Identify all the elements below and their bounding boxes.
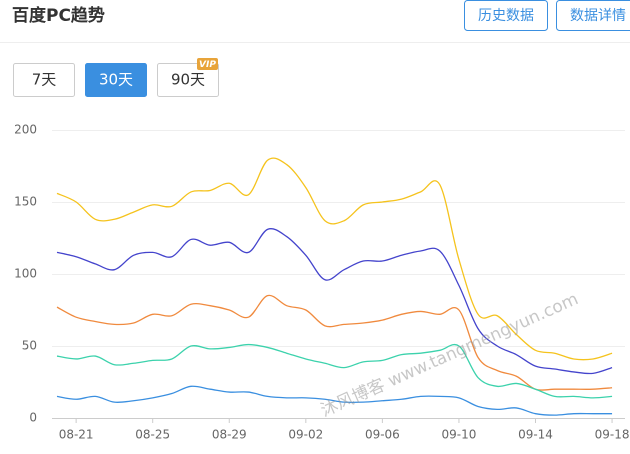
x-tick-label: 09-06 <box>365 428 400 442</box>
range-tab-label[interactable]: 90天 <box>171 71 205 89</box>
x-tick-label: 08-21 <box>59 428 94 442</box>
range-tab-label[interactable]: 7天 <box>32 71 57 89</box>
x-tick-label: 09-02 <box>288 428 323 442</box>
x-tick-label: 09-10 <box>442 428 477 442</box>
vip-badge-label: VIP <box>199 60 216 70</box>
x-tick-label: 09-18 <box>595 428 630 442</box>
y-tick-label: 100 <box>14 267 37 281</box>
x-tick-label: 08-29 <box>212 428 247 442</box>
history-button-label[interactable]: 历史数据 <box>478 8 534 24</box>
page-title: 百度PC趋势 <box>12 5 105 26</box>
x-tick-label: 09-14 <box>518 428 553 442</box>
trend-line <box>57 229 612 374</box>
detail-button-label[interactable]: 数据详情 <box>570 8 626 24</box>
x-tick-label: 08-25 <box>135 428 170 442</box>
y-tick-label: 200 <box>14 123 37 137</box>
y-tick-label: 50 <box>22 339 37 353</box>
trend-line <box>57 345 612 398</box>
range-tab-label[interactable]: 30天 <box>99 71 133 89</box>
y-tick-label: 150 <box>14 195 37 209</box>
y-tick-label: 0 <box>29 411 37 425</box>
